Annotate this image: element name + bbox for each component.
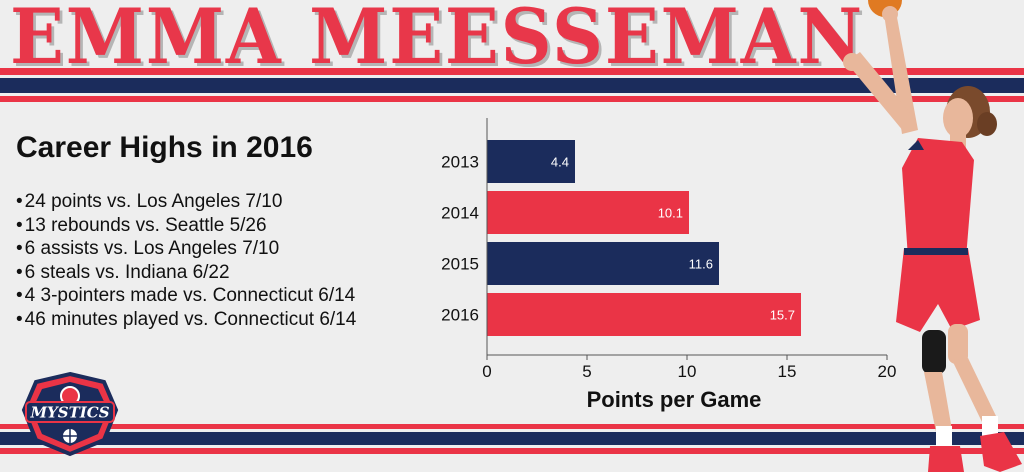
data-label: 4.4 xyxy=(551,155,569,170)
y-tick-label: 2016 xyxy=(441,306,479,325)
bar-2014 xyxy=(487,191,689,234)
highlight-item: 4 3-pointers made vs. Connecticut 6/14 xyxy=(16,284,356,308)
data-label: 15.7 xyxy=(770,308,795,323)
x-tick-label: 10 xyxy=(678,362,697,381)
y-tick-label: 2015 xyxy=(441,255,479,274)
highlight-item: 6 assists vs. Los Angeles 7/10 xyxy=(16,237,356,261)
player-photo xyxy=(843,0,1022,472)
footer-stripe xyxy=(0,424,1024,454)
highlight-item: 6 steals vs. Indiana 6/22 xyxy=(16,261,356,285)
highlight-item: 13 rebounds vs. Seattle 5/26 xyxy=(16,214,356,238)
mystics-logo-icon: MYSTICS xyxy=(21,371,119,457)
bar-2013 xyxy=(487,140,575,183)
x-axis-label: Points per Game xyxy=(587,387,762,412)
career-highs-list: 24 points vs. Los Angeles 7/10 13 reboun… xyxy=(16,190,357,332)
data-label: 10.1 xyxy=(658,206,683,221)
x-tick-label: 15 xyxy=(778,362,797,381)
bar-2016 xyxy=(487,293,801,336)
player-name: EMMA MEESSEMAN xyxy=(10,0,864,81)
header-stripe xyxy=(0,68,1024,106)
x-tick-label: 0 xyxy=(482,362,491,381)
bar-2015 xyxy=(487,242,719,285)
highlight-item: 24 points vs. Los Angeles 7/10 xyxy=(16,190,356,214)
x-tick-label: 5 xyxy=(582,362,591,381)
logo-text: MYSTICS xyxy=(29,404,109,422)
data-label: 11.6 xyxy=(689,257,713,272)
highlight-item: 46 minutes played vs. Connecticut 6/14 xyxy=(16,308,357,332)
career-highs-heading: Career Highs in 2016 xyxy=(16,131,313,164)
y-tick-label: 2014 xyxy=(441,204,479,223)
y-tick-label: 2013 xyxy=(441,153,479,172)
x-tick-label: 20 xyxy=(878,362,897,381)
